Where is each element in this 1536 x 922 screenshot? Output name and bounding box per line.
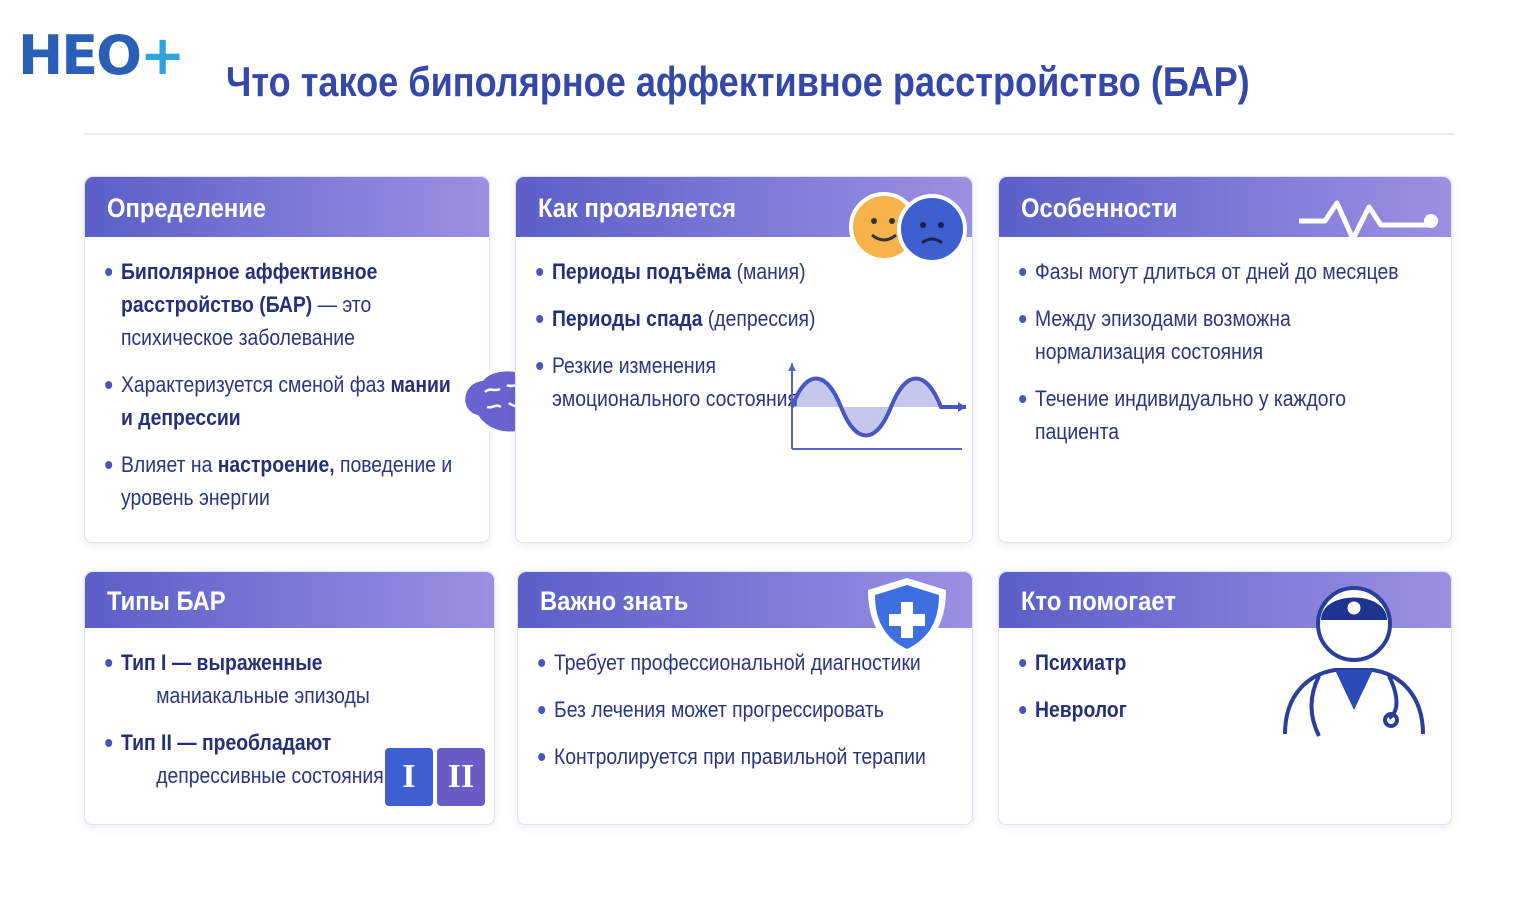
page-title: Что такое биполярное аффективное расстро… (226, 58, 1250, 105)
list-item: Резкие изменения эмоционального состояни… (536, 349, 816, 415)
card-definition: Определение Биполярное аффективное расст… (84, 176, 559, 543)
list-item: Требует профессиональной диагностики (538, 646, 950, 679)
list-item: Периоды спада (депрессия) (536, 302, 950, 335)
happy-sad-faces-icon (849, 192, 967, 263)
list-item: Характеризуется сменой фаз мании и депре… (105, 368, 467, 434)
card-header: Особенности (999, 177, 1451, 237)
card-manifestation: Как проявляется Периоды подъёма (мания) … (515, 176, 973, 543)
type-i-badge: I (385, 748, 433, 806)
card-features: Особенности Фазы могут длиться от дней д… (998, 176, 1452, 543)
list-item: Течение индивидуально у каждого пациента (1019, 382, 1429, 448)
list-item: Контролируется при правильной терапии (538, 740, 950, 773)
list-item: Тип II — преобладают депрессивные состоя… (105, 726, 385, 792)
card-header: Типы БАР (85, 572, 494, 628)
divider (84, 133, 1454, 135)
neo-plus-logo: НЕО+ (18, 24, 185, 87)
card-who-helps: Кто помогает Психиатр Невролог (998, 571, 1452, 825)
type-badges-icon: I II (385, 748, 485, 806)
list-item: Влияет на настроение, поведение и уровен… (105, 448, 467, 514)
list-item: Биполярное аффективное расстройство (БАР… (105, 255, 467, 354)
card-important: Важно знать Требует профессиональной диа… (517, 571, 973, 825)
type-ii-badge: II (437, 748, 485, 806)
list-item: Периоды подъёма (мания) (536, 255, 950, 288)
list-item: Без лечения может прогрессировать (538, 693, 950, 726)
list-item: Фазы могут длиться от дней до месяцев (1019, 255, 1429, 288)
card-header: Определение (85, 177, 489, 237)
list-item: Между эпизодами возможна нормализация со… (1019, 302, 1299, 368)
list-item: Невролог (1019, 693, 1429, 726)
pulse-line-icon (1299, 200, 1438, 242)
card-types: Типы БАР Тип I — выраженные маниакальные… (84, 571, 495, 825)
shield-plus-icon (868, 578, 946, 656)
list-item: Психиатр (1019, 646, 1429, 679)
list-item: Тип I — выраженные маниакальные эпизоды (105, 646, 385, 712)
mood-wave-graph-icon (788, 363, 966, 450)
doctor-icon (1283, 586, 1425, 737)
